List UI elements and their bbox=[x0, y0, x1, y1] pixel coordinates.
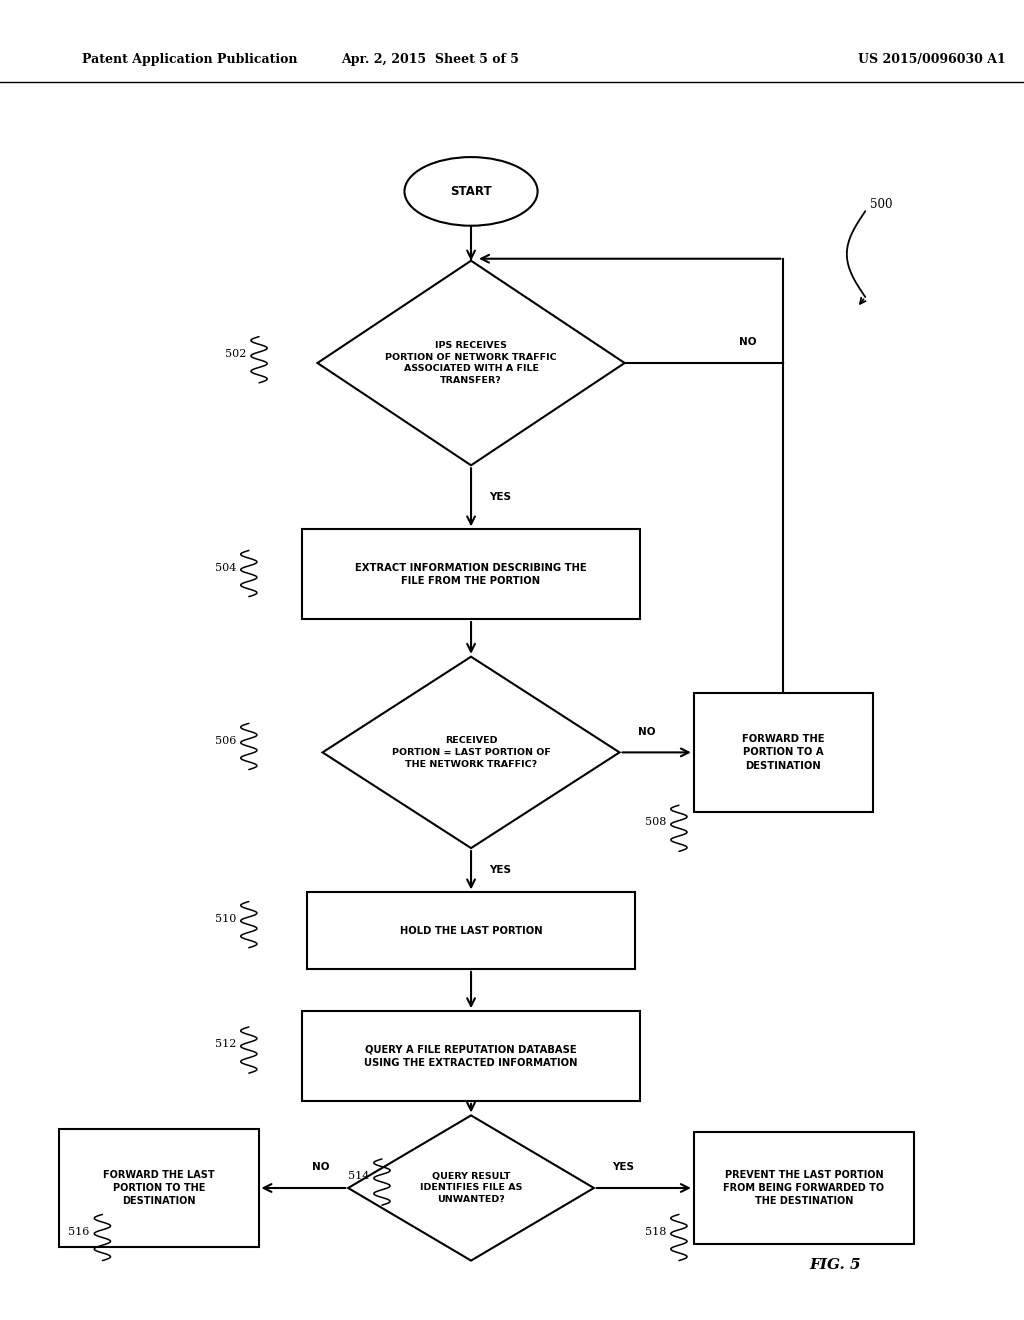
Text: 502: 502 bbox=[225, 348, 246, 359]
Text: FORWARD THE
PORTION TO A
DESTINATION: FORWARD THE PORTION TO A DESTINATION bbox=[742, 734, 824, 771]
Bar bbox=[302, 529, 640, 619]
Text: 518: 518 bbox=[645, 1226, 666, 1237]
Text: 506: 506 bbox=[215, 735, 236, 746]
Text: HOLD THE LAST PORTION: HOLD THE LAST PORTION bbox=[399, 925, 543, 936]
Text: 516: 516 bbox=[69, 1226, 89, 1237]
Text: FORWARD THE LAST
PORTION TO THE
DESTINATION: FORWARD THE LAST PORTION TO THE DESTINAT… bbox=[102, 1170, 215, 1206]
Text: Apr. 2, 2015  Sheet 5 of 5: Apr. 2, 2015 Sheet 5 of 5 bbox=[341, 53, 519, 66]
Bar bbox=[307, 892, 635, 969]
Text: US 2015/0096030 A1: US 2015/0096030 A1 bbox=[858, 53, 1006, 66]
Text: YES: YES bbox=[489, 492, 511, 503]
Bar bbox=[694, 1131, 913, 1243]
Bar bbox=[302, 1011, 640, 1101]
Text: 500: 500 bbox=[870, 198, 893, 211]
Text: 510: 510 bbox=[215, 913, 236, 924]
Text: NO: NO bbox=[638, 726, 655, 737]
Text: YES: YES bbox=[489, 865, 511, 875]
Text: YES: YES bbox=[612, 1162, 634, 1172]
Text: IPS RECEIVES
PORTION OF NETWORK TRAFFIC
ASSOCIATED WITH A FILE
TRANSFER?: IPS RECEIVES PORTION OF NETWORK TRAFFIC … bbox=[385, 341, 557, 385]
Text: 514: 514 bbox=[348, 1171, 369, 1181]
Bar bbox=[58, 1129, 258, 1247]
Text: 504: 504 bbox=[215, 562, 236, 573]
Bar bbox=[694, 693, 872, 812]
Text: RECEIVED
PORTION = LAST PORTION OF
THE NETWORK TRAFFIC?: RECEIVED PORTION = LAST PORTION OF THE N… bbox=[391, 737, 551, 768]
Text: 512: 512 bbox=[215, 1039, 236, 1049]
Text: NO: NO bbox=[312, 1162, 330, 1172]
Text: QUERY RESULT
IDENTIFIES FILE AS
UNWANTED?: QUERY RESULT IDENTIFIES FILE AS UNWANTED… bbox=[420, 1172, 522, 1204]
Text: EXTRACT INFORMATION DESCRIBING THE
FILE FROM THE PORTION: EXTRACT INFORMATION DESCRIBING THE FILE … bbox=[355, 562, 587, 586]
Text: 508: 508 bbox=[645, 817, 666, 828]
Text: FIG. 5: FIG. 5 bbox=[809, 1258, 860, 1271]
Text: NO: NO bbox=[738, 337, 757, 347]
Text: START: START bbox=[451, 185, 492, 198]
Text: QUERY A FILE REPUTATION DATABASE
USING THE EXTRACTED INFORMATION: QUERY A FILE REPUTATION DATABASE USING T… bbox=[365, 1044, 578, 1068]
Text: PREVENT THE LAST PORTION
FROM BEING FORWARDED TO
THE DESTINATION: PREVENT THE LAST PORTION FROM BEING FORW… bbox=[723, 1170, 885, 1206]
Text: Patent Application Publication: Patent Application Publication bbox=[82, 53, 297, 66]
